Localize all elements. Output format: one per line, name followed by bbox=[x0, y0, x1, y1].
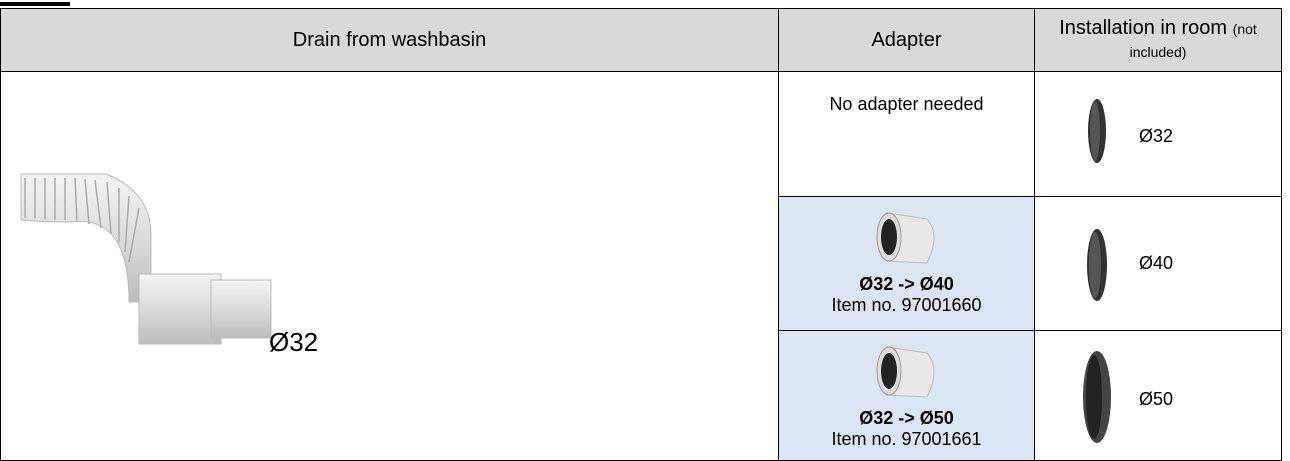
adapter-cell: Ø32 -> Ø40 Item no. 97001660 bbox=[778, 196, 1035, 331]
adapter-image bbox=[876, 346, 934, 398]
install-cell: Ø50 bbox=[1034, 330, 1282, 461]
drain-diameter: Ø32 bbox=[269, 327, 319, 357]
install-diameter: Ø32 bbox=[1139, 126, 1174, 146]
install-diameter: Ø40 bbox=[1139, 253, 1174, 273]
seal-image bbox=[1083, 351, 1111, 443]
adapter-item: Item no. 97001661 bbox=[831, 429, 982, 449]
install-cell: Ø40 bbox=[1034, 196, 1282, 331]
adapter-item: Item no. 97001660 bbox=[831, 295, 982, 315]
adapter-cell: Ø32 -> Ø50 Item no. 97001661 bbox=[778, 330, 1035, 461]
adapter-text: No adapter needed bbox=[829, 94, 984, 114]
install-cell: Ø32 bbox=[1034, 71, 1282, 197]
header-cell: Installation in room (not included) bbox=[1034, 8, 1282, 72]
cut-heading bbox=[0, 0, 120, 8]
adapter-title: Ø32 -> Ø40 bbox=[859, 274, 954, 294]
hose-image bbox=[20, 173, 272, 345]
header-cell: Adapter bbox=[778, 8, 1035, 72]
header-row: Drain from washbasin Adapter Installatio… bbox=[0, 8, 1282, 72]
compat-table: Drain from washbasin Adapter Installatio… bbox=[0, 8, 1282, 461]
adapter-title: Ø32 -> Ø50 bbox=[859, 408, 954, 428]
seal-image bbox=[1087, 229, 1107, 301]
header-note: (not included) bbox=[1129, 21, 1257, 60]
header-cell: Drain from washbasin bbox=[0, 8, 779, 72]
header-text: Installation in room bbox=[1059, 17, 1228, 39]
adapter-image bbox=[876, 212, 934, 264]
adapter-cell: No adapter needed bbox=[778, 71, 1035, 197]
seal-image bbox=[1088, 99, 1106, 163]
drain-cell: Ø32 bbox=[0, 71, 779, 461]
install-diameter: Ø50 bbox=[1139, 389, 1174, 409]
